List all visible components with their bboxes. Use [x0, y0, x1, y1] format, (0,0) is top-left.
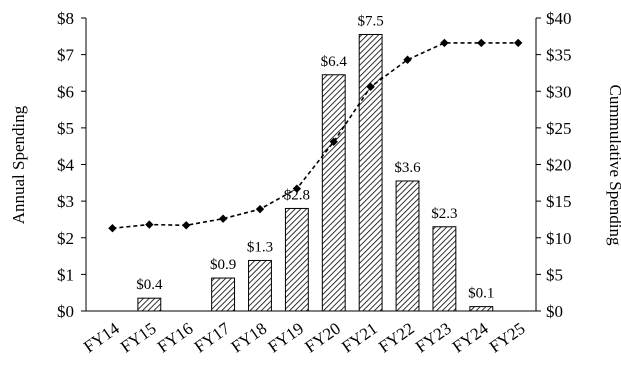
y-tick-label-right: $0 [546, 302, 563, 321]
y-tick-label-right: $40 [546, 9, 572, 28]
x-tick-label: FY21 [338, 319, 381, 357]
bar-data-label: $0.1 [468, 286, 494, 302]
y-tick-label-left: $5 [57, 119, 74, 138]
x-tick-label: FY20 [301, 319, 344, 357]
x-tick-label: FY19 [265, 319, 308, 357]
plot-area: $0 $1 $2 $3 $4 $5 $6 $7 $8 $0 $5 $10 $15 $20 $25 $30 $35… [57, 9, 572, 356]
bar [432, 226, 457, 312]
cumulative-point [366, 82, 375, 92]
bar-data-label: $7.5 [358, 13, 384, 29]
bar-data-label: $1.3 [247, 239, 273, 255]
y-tick-label-left: $0 [57, 302, 74, 321]
bar [137, 297, 162, 312]
bar-data-label: $6.4 [321, 54, 348, 70]
bar [321, 74, 346, 312]
y-tick-label-left: $2 [57, 229, 74, 248]
cumulative-point [292, 184, 302, 193]
y-tick-label-right: $20 [546, 156, 572, 175]
x-tick-label: FY24 [449, 318, 492, 356]
y-tick-label-left: $6 [57, 82, 74, 101]
cumulative-point [145, 220, 154, 229]
x-tick-label: FY17 [191, 318, 234, 356]
x-tick-label: FY23 [412, 319, 455, 357]
bar-data-label: $0.4 [136, 277, 163, 293]
y-axis-title-right: Cummulative Spending [606, 84, 621, 246]
bar [358, 33, 383, 312]
x-tick-label: FY22 [375, 319, 418, 357]
cumulative-point [440, 38, 449, 48]
bar-data-label: $3.6 [394, 160, 421, 176]
x-tick-label: FY18 [228, 319, 271, 357]
cumulative-point [182, 221, 191, 230]
cumulative-point [255, 204, 265, 214]
y-tick-label-right: $25 [546, 119, 572, 138]
y-tick-label-left: $1 [57, 265, 74, 284]
y-tick-label-left: $4 [57, 156, 75, 175]
cumulative-point [403, 55, 412, 64]
y-axis-title-left: Annual Spending [9, 105, 28, 224]
cumulative-point [477, 38, 486, 48]
bar [248, 259, 272, 312]
y-tick-label-left: $8 [57, 9, 74, 28]
bar [469, 306, 494, 312]
y-tick-label-left: $3 [57, 192, 74, 211]
x-tick-label: FY15 [117, 319, 160, 357]
bar [284, 207, 309, 312]
y-tick-label-right: $5 [546, 265, 563, 284]
bar [211, 277, 236, 312]
cumulative-line [112, 42, 519, 230]
y-tick-label-right: $10 [546, 229, 572, 248]
cumulative-point [108, 224, 117, 233]
cumulative-point [513, 38, 523, 48]
cumulative-point [329, 137, 338, 146]
x-tick-label: FY16 [154, 319, 197, 357]
x-tick-label: FY14 [80, 318, 123, 356]
x-tick-label: FY25 [486, 319, 529, 357]
y-tick-label-right: $35 [546, 46, 572, 65]
y-tick-label-left: $7 [57, 46, 75, 65]
y-tick-label-right: $15 [546, 192, 572, 211]
bar-data-label: $0.9 [210, 257, 236, 273]
bar-data-label: $2.3 [431, 206, 457, 222]
y-tick-label-right: $30 [546, 82, 572, 101]
bar [395, 180, 420, 312]
cumulative-point [218, 214, 228, 223]
